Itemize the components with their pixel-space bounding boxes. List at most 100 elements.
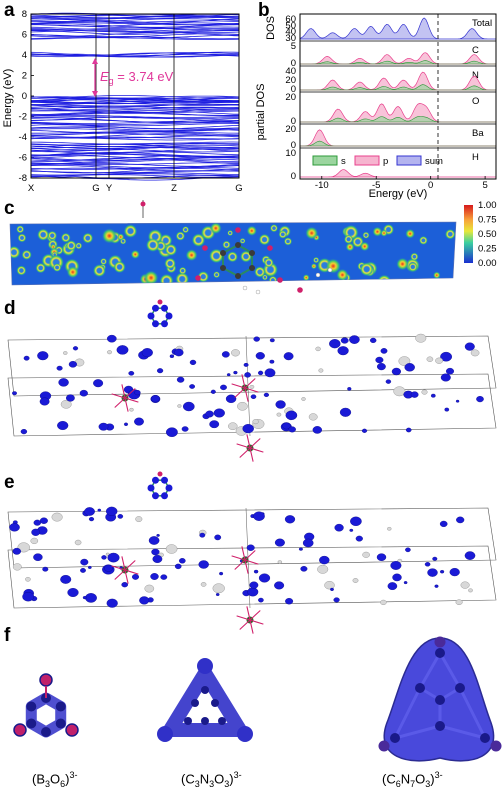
ion-label-c6n7o3: (C6N7O3)3- bbox=[382, 770, 443, 789]
ba-o-bond bbox=[244, 559, 249, 574]
isosurface-positive bbox=[380, 348, 388, 354]
ba-o-bond bbox=[114, 569, 126, 580]
ba-o-bond bbox=[124, 560, 136, 571]
elf-blob bbox=[60, 232, 71, 243]
band-line bbox=[30, 115, 240, 118]
molecule-lobe bbox=[152, 304, 159, 312]
band-xtick: Z bbox=[171, 183, 177, 194]
isosurface-positive bbox=[189, 384, 196, 389]
c3n3o3-surface bbox=[163, 666, 247, 737]
isosurface-positive bbox=[174, 563, 182, 570]
band-line bbox=[31, 122, 240, 125]
panel-label-d: d bbox=[4, 298, 16, 319]
isosurface-positive bbox=[243, 363, 249, 367]
elf-blob bbox=[325, 258, 342, 274]
isosurface-positive bbox=[404, 363, 415, 372]
band-ytick: -2 bbox=[19, 112, 27, 123]
unit-cell-edge bbox=[245, 335, 251, 437]
dos-row-name: Total bbox=[472, 18, 492, 29]
isosurface-positive bbox=[390, 561, 402, 570]
molecule-lobe bbox=[147, 484, 155, 492]
dos-ytick: 5 bbox=[291, 41, 296, 52]
isosurface-positive bbox=[434, 584, 439, 588]
c3n3o3-atom bbox=[218, 717, 226, 725]
isosurface-positive bbox=[424, 562, 431, 567]
band-line bbox=[30, 146, 240, 150]
isosurface-positive bbox=[198, 560, 209, 569]
isosurface-negative bbox=[252, 419, 259, 425]
isosurface-positive bbox=[123, 422, 128, 427]
colorbar-tick: 1.00 bbox=[478, 200, 497, 211]
unit-cell-edge bbox=[7, 373, 497, 437]
oxygen-atom bbox=[157, 471, 163, 477]
elf-atom bbox=[235, 273, 241, 279]
ba-o-bond bbox=[239, 447, 251, 458]
ba-o-bond bbox=[244, 387, 259, 393]
dos-ytick: 60 bbox=[285, 14, 296, 25]
isosurface-positive bbox=[39, 397, 50, 406]
isosurface-positive bbox=[446, 367, 455, 375]
band-line bbox=[31, 34, 240, 39]
molecule-lobe bbox=[152, 492, 159, 500]
ba-o-bond bbox=[231, 555, 246, 561]
panel-label-a: a bbox=[4, 0, 15, 21]
isosurface-negative bbox=[421, 389, 428, 395]
isosurface-positive bbox=[84, 507, 95, 516]
band-ytick: 4 bbox=[22, 50, 27, 61]
ba-o-bond bbox=[111, 393, 126, 399]
band-line bbox=[31, 108, 239, 112]
isosurface-negative bbox=[317, 564, 329, 574]
band-ytick: -6 bbox=[19, 153, 27, 164]
dos-ytick: 0 bbox=[291, 84, 296, 95]
elf-blob bbox=[117, 233, 125, 241]
molecule-lobe bbox=[165, 484, 173, 492]
elf-blob bbox=[345, 242, 355, 252]
band-xtick: G bbox=[92, 183, 99, 194]
isosurface-positive bbox=[330, 587, 334, 591]
band-line bbox=[30, 137, 240, 141]
ba-o-bond bbox=[244, 550, 256, 561]
band-line bbox=[30, 18, 240, 24]
isosurface-positive bbox=[33, 519, 41, 526]
elf-atom bbox=[249, 250, 255, 256]
elf-blob bbox=[209, 222, 222, 235]
isosurface-positive bbox=[339, 407, 352, 417]
isosurface-positive bbox=[329, 339, 341, 349]
elf-blob bbox=[65, 240, 77, 252]
isosurface-negative bbox=[51, 512, 63, 522]
elf-oxygen-atom bbox=[202, 245, 208, 251]
isosurface-positive bbox=[247, 587, 259, 597]
isosurface-negative bbox=[415, 333, 427, 343]
isosurface-positive bbox=[128, 371, 135, 376]
dos-ytick: 50 bbox=[285, 20, 296, 31]
gap-label: Eg = 3.74 eV bbox=[100, 69, 174, 86]
isosurface-positive bbox=[66, 394, 75, 402]
isosurface-negative bbox=[398, 356, 411, 366]
isosurface-negative bbox=[30, 537, 39, 545]
ba-o-bond bbox=[241, 546, 246, 561]
band-line bbox=[30, 32, 240, 37]
b3o6-ring-surface bbox=[25, 692, 67, 738]
dos-total-ylabel: DOS bbox=[265, 16, 277, 40]
elf-blob bbox=[254, 266, 266, 278]
band-line bbox=[30, 158, 240, 163]
isosurface-negative bbox=[135, 516, 143, 523]
isosurface-positive bbox=[148, 536, 160, 545]
isosurface-positive bbox=[174, 348, 184, 357]
isosurface-negative bbox=[393, 386, 406, 397]
elf-blob bbox=[359, 241, 370, 252]
isosurface-negative bbox=[12, 563, 22, 571]
dos-xtick: 0 bbox=[428, 180, 433, 191]
b3o6-atom bbox=[55, 718, 66, 729]
elf-blob bbox=[222, 240, 231, 249]
dos-ytick: 0 bbox=[291, 116, 296, 127]
legend-p-swatch bbox=[354, 155, 380, 166]
gap-arrow-head-down bbox=[92, 91, 98, 97]
band-line bbox=[30, 172, 240, 176]
isosurface-negative bbox=[460, 581, 470, 589]
isosurface-positive bbox=[403, 581, 408, 585]
isosurface-positive bbox=[33, 553, 43, 562]
isosurface-positive bbox=[275, 400, 286, 409]
legend-s-swatch bbox=[312, 155, 338, 166]
c6n7o3-bond bbox=[393, 687, 422, 739]
